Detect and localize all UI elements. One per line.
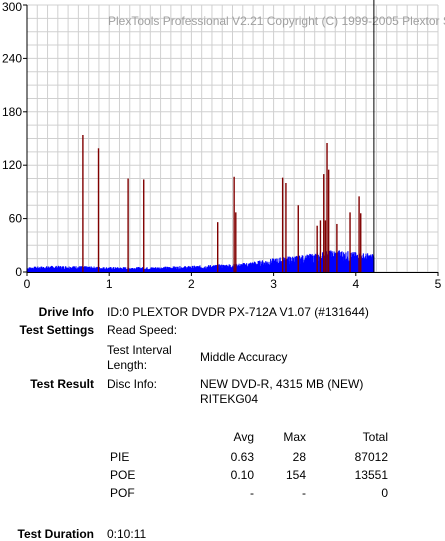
read-speed-label: Read Speed: bbox=[107, 323, 178, 337]
test-interval-label-line2: Length: bbox=[107, 358, 148, 372]
test-result-label: Test Result bbox=[30, 377, 94, 391]
row-avg: - bbox=[250, 486, 254, 500]
test-duration-label: Test Duration bbox=[17, 527, 94, 541]
chart-grid bbox=[26, 4, 439, 273]
x-tick-label: 0 bbox=[24, 277, 31, 291]
test-interval-value: Middle Accuracy bbox=[200, 350, 288, 364]
disc-info-value-line2: RITEKG04 bbox=[200, 392, 259, 406]
disc-info-value-line1: NEW DVD-R, 4315 MB (NEW) bbox=[200, 377, 364, 391]
column-header-max: Max bbox=[283, 430, 306, 444]
row-total: 0 bbox=[381, 486, 388, 500]
drive-info-label: Drive Info bbox=[38, 305, 94, 319]
row-name: POF bbox=[110, 486, 135, 500]
x-tick-label: 2 bbox=[188, 277, 195, 291]
column-header-avg: Avg bbox=[233, 430, 254, 444]
y-tick-label: 60 bbox=[9, 212, 23, 226]
row-total: 87012 bbox=[354, 450, 388, 464]
x-tick-label: 1 bbox=[106, 277, 113, 291]
pie-poe-chart: PlexTools Professional V2.21 Copyright (… bbox=[2, 0, 445, 291]
column-header-total: Total bbox=[362, 430, 388, 444]
pie-series bbox=[26, 250, 375, 272]
drive-info-value: ID:0 PLEXTOR DVDR PX-712A V1.07 (#131644… bbox=[107, 305, 369, 319]
y-tick-label: 120 bbox=[2, 158, 22, 172]
row-total: 13551 bbox=[354, 468, 388, 482]
disc-info-label: Disc Info: bbox=[107, 377, 158, 391]
x-tick-label: 5 bbox=[435, 277, 442, 291]
x-tick-label: 4 bbox=[352, 277, 359, 291]
row-max: - bbox=[302, 486, 306, 500]
row-name: PIE bbox=[110, 450, 130, 464]
row-name: POE bbox=[110, 468, 136, 482]
row-avg: 0.63 bbox=[230, 450, 254, 464]
y-tick-label: 180 bbox=[2, 105, 22, 119]
x-tick-label: 3 bbox=[270, 277, 277, 291]
row-max: 154 bbox=[285, 468, 306, 482]
chart-axes bbox=[26, 0, 438, 274]
chart-watermark: PlexTools Professional V2.21 Copyright (… bbox=[108, 14, 445, 28]
y-tick-label: 240 bbox=[2, 51, 22, 65]
row-avg: 0.10 bbox=[230, 468, 254, 482]
y-tick-label: 0 bbox=[15, 265, 22, 279]
test-interval-label-line1: Test Interval bbox=[107, 343, 172, 357]
poe-series bbox=[82, 134, 362, 272]
test-settings-label: Test Settings bbox=[19, 323, 94, 337]
row-max: 28 bbox=[292, 450, 306, 464]
test-duration-value: 0:10:11 bbox=[107, 527, 147, 541]
chart-tick-labels: 0 1 2 3 4 5 300 240 180 120 60 0 bbox=[2, 0, 442, 291]
y-tick-label: 300 bbox=[2, 0, 22, 14]
